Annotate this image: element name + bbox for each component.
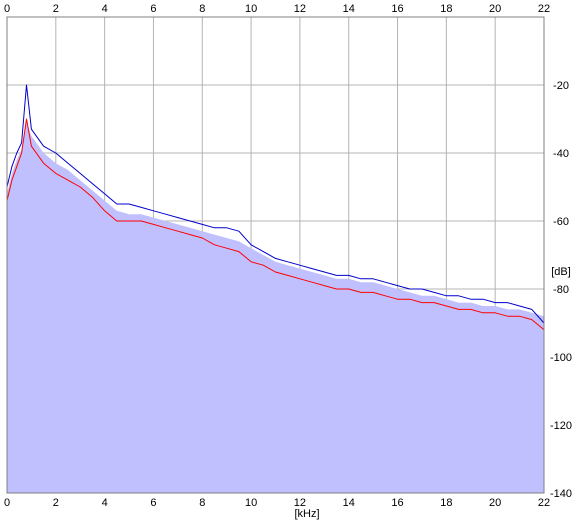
x-axis-label: [kHz] bbox=[294, 508, 319, 520]
x-tick-label-bottom: 20 bbox=[489, 497, 501, 509]
series-layer bbox=[6, 84, 545, 494]
x-tick-label-bottom: 6 bbox=[150, 497, 156, 509]
x-tick-label-top: 12 bbox=[294, 3, 306, 15]
x-tick-label-top: 4 bbox=[102, 3, 108, 15]
x-tick-label-bottom: 2 bbox=[53, 497, 59, 509]
x-tick-label-bottom: 0 bbox=[4, 497, 10, 509]
spectrum-area-series bbox=[7, 122, 544, 494]
x-tick-label-top: 18 bbox=[440, 3, 452, 15]
y-tick-label: -20 bbox=[553, 80, 569, 92]
x-tick-label-top: 22 bbox=[538, 3, 550, 15]
plot-frame bbox=[6, 16, 545, 494]
x-tick-label-bottom: 4 bbox=[102, 497, 108, 509]
x-tick-label-top: 20 bbox=[489, 3, 501, 15]
spectrum-red-series bbox=[6, 118, 545, 331]
y-tick-label: -120 bbox=[550, 420, 572, 432]
y-tick-label: -60 bbox=[553, 216, 569, 228]
x-tick-label-top: 8 bbox=[199, 3, 205, 15]
x-tick-label-top: 2 bbox=[53, 3, 59, 15]
x-tick-label-top: 14 bbox=[343, 3, 355, 15]
spectrum-blue-series bbox=[6, 84, 545, 324]
y-tick-label: -100 bbox=[550, 352, 572, 364]
x-tick-label-bottom: 14 bbox=[343, 497, 355, 509]
y-tick-label: -40 bbox=[553, 148, 569, 160]
x-tick-label-top: 10 bbox=[245, 3, 257, 15]
x-tick-label-top: 6 bbox=[150, 3, 156, 15]
x-tick-label-bottom: 16 bbox=[391, 497, 403, 509]
tick-labels: 00224466881010121214141616181820202222-2… bbox=[4, 3, 572, 509]
x-tick-label-bottom: 12 bbox=[294, 497, 306, 509]
x-tick-label-bottom: 8 bbox=[199, 497, 205, 509]
x-tick-label-bottom: 22 bbox=[538, 497, 550, 509]
x-tick-label-bottom: 10 bbox=[245, 497, 257, 509]
x-tick-label-bottom: 18 bbox=[440, 497, 452, 509]
x-tick-label-top: 0 bbox=[4, 3, 10, 15]
x-tick-label-top: 16 bbox=[391, 3, 403, 15]
y-tick-label: -140 bbox=[550, 488, 572, 500]
y-tick-label: -80 bbox=[553, 284, 569, 296]
y-axis-label: [dB] bbox=[551, 266, 571, 278]
